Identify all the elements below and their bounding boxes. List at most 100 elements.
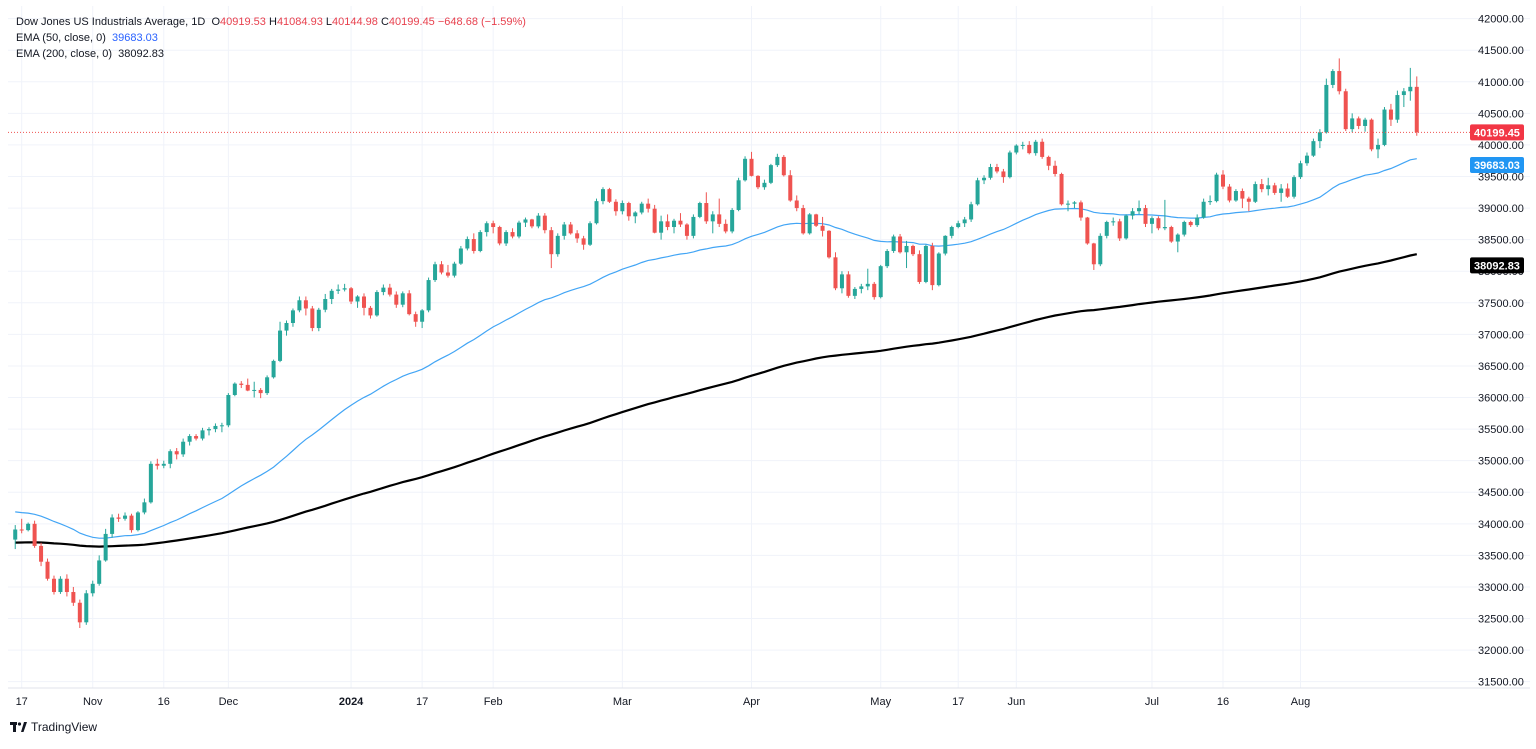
candle-up <box>536 213 541 229</box>
candle-body <box>1408 86 1413 92</box>
legend-open-key: O <box>211 16 221 28</box>
candle-body <box>620 203 625 212</box>
candle-body <box>13 529 18 540</box>
candle-body <box>1337 71 1342 92</box>
candle-down <box>1091 242 1096 270</box>
candle-body <box>439 264 444 273</box>
candle-down <box>1143 204 1148 228</box>
candle-body <box>949 227 954 236</box>
candle-body <box>361 296 367 308</box>
candle-up <box>1195 214 1200 228</box>
x-tick-label: Aug <box>1291 696 1311 708</box>
candle-up <box>13 525 18 550</box>
candle-body <box>278 330 283 361</box>
candle-body <box>1156 218 1161 229</box>
candle-body <box>1240 191 1245 199</box>
candle-body <box>187 436 192 442</box>
candle-body <box>142 502 147 513</box>
candle-body <box>1356 118 1361 126</box>
candle-body <box>400 293 405 305</box>
ema50-line <box>15 158 1417 539</box>
candle-up <box>975 177 980 206</box>
candle-body <box>206 429 211 431</box>
candle-body <box>1324 84 1329 133</box>
x-tick-label: Apr <box>743 696 760 708</box>
y-tick-label: 37500.00 <box>1478 298 1524 310</box>
candle-up <box>1124 214 1129 240</box>
candle-down <box>814 213 819 228</box>
legend-high-value: 41084.93 <box>276 16 323 28</box>
y-tick-label: 36000.00 <box>1478 393 1524 405</box>
candle-down <box>510 228 515 239</box>
candle-up <box>697 201 702 219</box>
candle-body <box>1188 221 1193 226</box>
price-labels: 40199.45 39683.03 38092.83 <box>1470 124 1524 274</box>
legend-ema200-row[interactable]: EMA (200, close, 0) 38092.83 <box>16 46 526 62</box>
y-tick-label: 41500.00 <box>1478 45 1524 57</box>
candle-body <box>1272 185 1277 193</box>
candle-body <box>846 274 851 296</box>
candle-body <box>1311 141 1316 156</box>
candle-down <box>45 558 50 581</box>
candle-body <box>988 167 993 178</box>
candle-up <box>949 225 954 239</box>
candle-body <box>174 451 179 455</box>
candle-down <box>917 250 922 284</box>
candle-up <box>135 511 140 532</box>
candle-up <box>762 179 767 190</box>
candle-body <box>1169 227 1174 242</box>
price-label-text: 38092.83 <box>1474 260 1520 272</box>
candle-body <box>930 245 935 286</box>
candle-up <box>891 234 896 253</box>
candle-up <box>1130 208 1135 220</box>
candle-body <box>504 232 509 244</box>
candle-up <box>1098 233 1103 267</box>
legend-ema50-row[interactable]: EMA (50, close, 0) 39683.03 <box>16 30 526 46</box>
y-tick-label: 37000.00 <box>1478 329 1524 341</box>
candle-up <box>1137 200 1142 215</box>
candle-up <box>1208 195 1213 205</box>
candle-body <box>1027 144 1032 154</box>
x-axis[interactable]: 17 Nov 16 Dec 2024 17 Feb Mar Apr May 17 Jun Jul 16 Au… <box>8 687 1530 708</box>
candle-down <box>794 195 799 212</box>
candle-down <box>652 204 657 234</box>
candle-down <box>723 219 728 234</box>
y-tick-label: 33000.00 <box>1478 582 1524 594</box>
candle-body <box>781 156 786 176</box>
candle-up <box>329 288 334 305</box>
ema50-layer <box>15 158 1417 539</box>
candle-down <box>361 293 367 316</box>
legend-low-key: L <box>325 16 333 28</box>
candle-body <box>232 383 237 395</box>
candle-down <box>820 216 825 237</box>
price-label-box <box>1470 257 1524 274</box>
candle-body <box>872 283 877 298</box>
candle-body <box>58 578 63 593</box>
candle-up <box>1266 177 1271 196</box>
candle-body <box>1395 95 1400 120</box>
candle-body <box>710 214 715 222</box>
candle-body <box>252 389 257 391</box>
candle-up <box>600 187 605 205</box>
candle-body <box>672 220 677 228</box>
tradingview-brand[interactable]: TradingView <box>10 720 97 734</box>
candle-down <box>872 281 877 300</box>
candle-body <box>239 383 244 385</box>
y-tick-label: 40000.00 <box>1478 140 1524 152</box>
candle-body <box>32 523 37 546</box>
candle-body <box>1149 218 1154 224</box>
candle-up <box>232 382 237 397</box>
y-tick-label: 39000.00 <box>1478 203 1524 215</box>
candle-down <box>1369 118 1374 152</box>
candle-body <box>161 463 166 466</box>
candles <box>13 58 1419 629</box>
candle-body <box>1363 119 1368 126</box>
y-tick-label: 35500.00 <box>1478 424 1524 436</box>
x-tick-label: 17 <box>952 696 964 708</box>
candle-body <box>1208 201 1213 203</box>
candle-down <box>1078 200 1083 221</box>
candle-down <box>994 163 999 174</box>
candle-body <box>917 254 922 282</box>
